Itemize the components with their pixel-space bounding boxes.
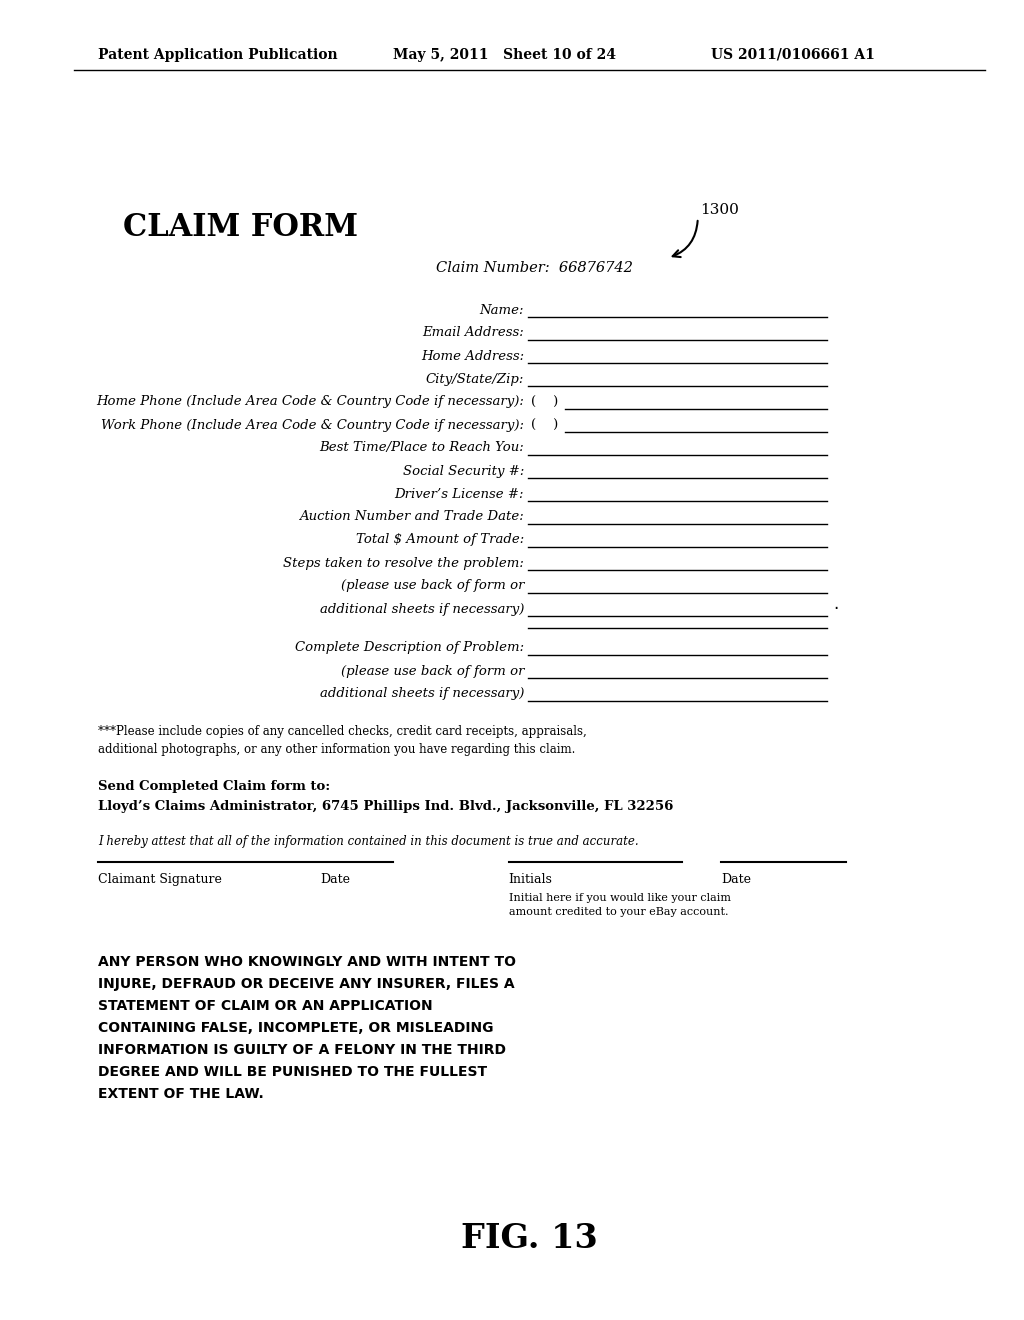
Text: additional sheets if necessary): additional sheets if necessary) (319, 688, 524, 701)
Text: Email Address:: Email Address: (422, 326, 524, 339)
Text: EXTENT OF THE LAW.: EXTENT OF THE LAW. (98, 1086, 264, 1101)
Text: (    ): ( ) (530, 396, 558, 408)
Text: CONTAINING FALSE, INCOMPLETE, OR MISLEADING: CONTAINING FALSE, INCOMPLETE, OR MISLEAD… (98, 1020, 494, 1035)
Text: (    ): ( ) (530, 418, 558, 432)
Text: 1300: 1300 (699, 203, 738, 216)
Text: Patent Application Publication: Patent Application Publication (98, 48, 338, 62)
Text: Total $ Amount of Trade:: Total $ Amount of Trade: (355, 533, 524, 546)
Text: (please use back of form or: (please use back of form or (341, 664, 524, 677)
Text: additional sheets if necessary): additional sheets if necessary) (319, 602, 524, 615)
Text: ***Please include copies of any cancelled checks, credit card receipts, appraisa: ***Please include copies of any cancelle… (98, 725, 587, 756)
Text: Social Security #:: Social Security #: (402, 465, 524, 478)
Text: Complete Description of Problem:: Complete Description of Problem: (295, 642, 524, 655)
Text: City/State/Zip:: City/State/Zip: (426, 372, 524, 385)
Text: Steps taken to resolve the problem:: Steps taken to resolve the problem: (284, 557, 524, 569)
Text: CLAIM FORM: CLAIM FORM (123, 213, 357, 243)
Text: Claimant Signature: Claimant Signature (98, 873, 222, 886)
Text: Initials: Initials (509, 873, 553, 886)
Text: FIG. 13: FIG. 13 (462, 1221, 598, 1254)
Text: INJURE, DEFRAUD OR DECEIVE ANY INSURER, FILES A: INJURE, DEFRAUD OR DECEIVE ANY INSURER, … (98, 977, 515, 991)
Text: (please use back of form or: (please use back of form or (341, 579, 524, 593)
Text: May 5, 2011   Sheet 10 of 24: May 5, 2011 Sheet 10 of 24 (393, 48, 615, 62)
Text: Claim Number:  66876742: Claim Number: 66876742 (436, 261, 633, 275)
Text: DEGREE AND WILL BE PUNISHED TO THE FULLEST: DEGREE AND WILL BE PUNISHED TO THE FULLE… (98, 1065, 487, 1078)
Text: US 2011/0106661 A1: US 2011/0106661 A1 (712, 48, 876, 62)
Text: STATEMENT OF CLAIM OR AN APPLICATION: STATEMENT OF CLAIM OR AN APPLICATION (98, 999, 433, 1012)
Text: Best Time/Place to Reach You:: Best Time/Place to Reach You: (319, 441, 524, 454)
Text: Work Phone (Include Area Code & Country Code if necessary):: Work Phone (Include Area Code & Country … (101, 418, 524, 432)
Text: Date: Date (721, 873, 751, 886)
Text: Home Address:: Home Address: (421, 350, 524, 363)
Text: Home Phone (Include Area Code & Country Code if necessary):: Home Phone (Include Area Code & Country … (96, 396, 524, 408)
Text: Send Completed Claim form to:: Send Completed Claim form to: (98, 780, 331, 793)
Text: I hereby attest that all of the information contained in this document is true a: I hereby attest that all of the informat… (98, 836, 639, 847)
Text: Lloyd’s Claims Administrator, 6745 Phillips Ind. Blvd., Jacksonville, FL 32256: Lloyd’s Claims Administrator, 6745 Phill… (98, 800, 674, 813)
Text: Name:: Name: (479, 304, 524, 317)
Text: INFORMATION IS GUILTY OF A FELONY IN THE THIRD: INFORMATION IS GUILTY OF A FELONY IN THE… (98, 1043, 507, 1057)
Text: ·: · (833, 601, 839, 618)
Text: Auction Number and Trade Date:: Auction Number and Trade Date: (299, 511, 524, 524)
Text: Initial here if you would like your claim
amount credited to your eBay account.: Initial here if you would like your clai… (509, 894, 731, 917)
FancyArrowPatch shape (673, 220, 697, 257)
Text: ANY PERSON WHO KNOWINGLY AND WITH INTENT TO: ANY PERSON WHO KNOWINGLY AND WITH INTENT… (98, 954, 516, 969)
Text: Date: Date (321, 873, 350, 886)
Text: Driver’s License #:: Driver’s License #: (394, 487, 524, 500)
